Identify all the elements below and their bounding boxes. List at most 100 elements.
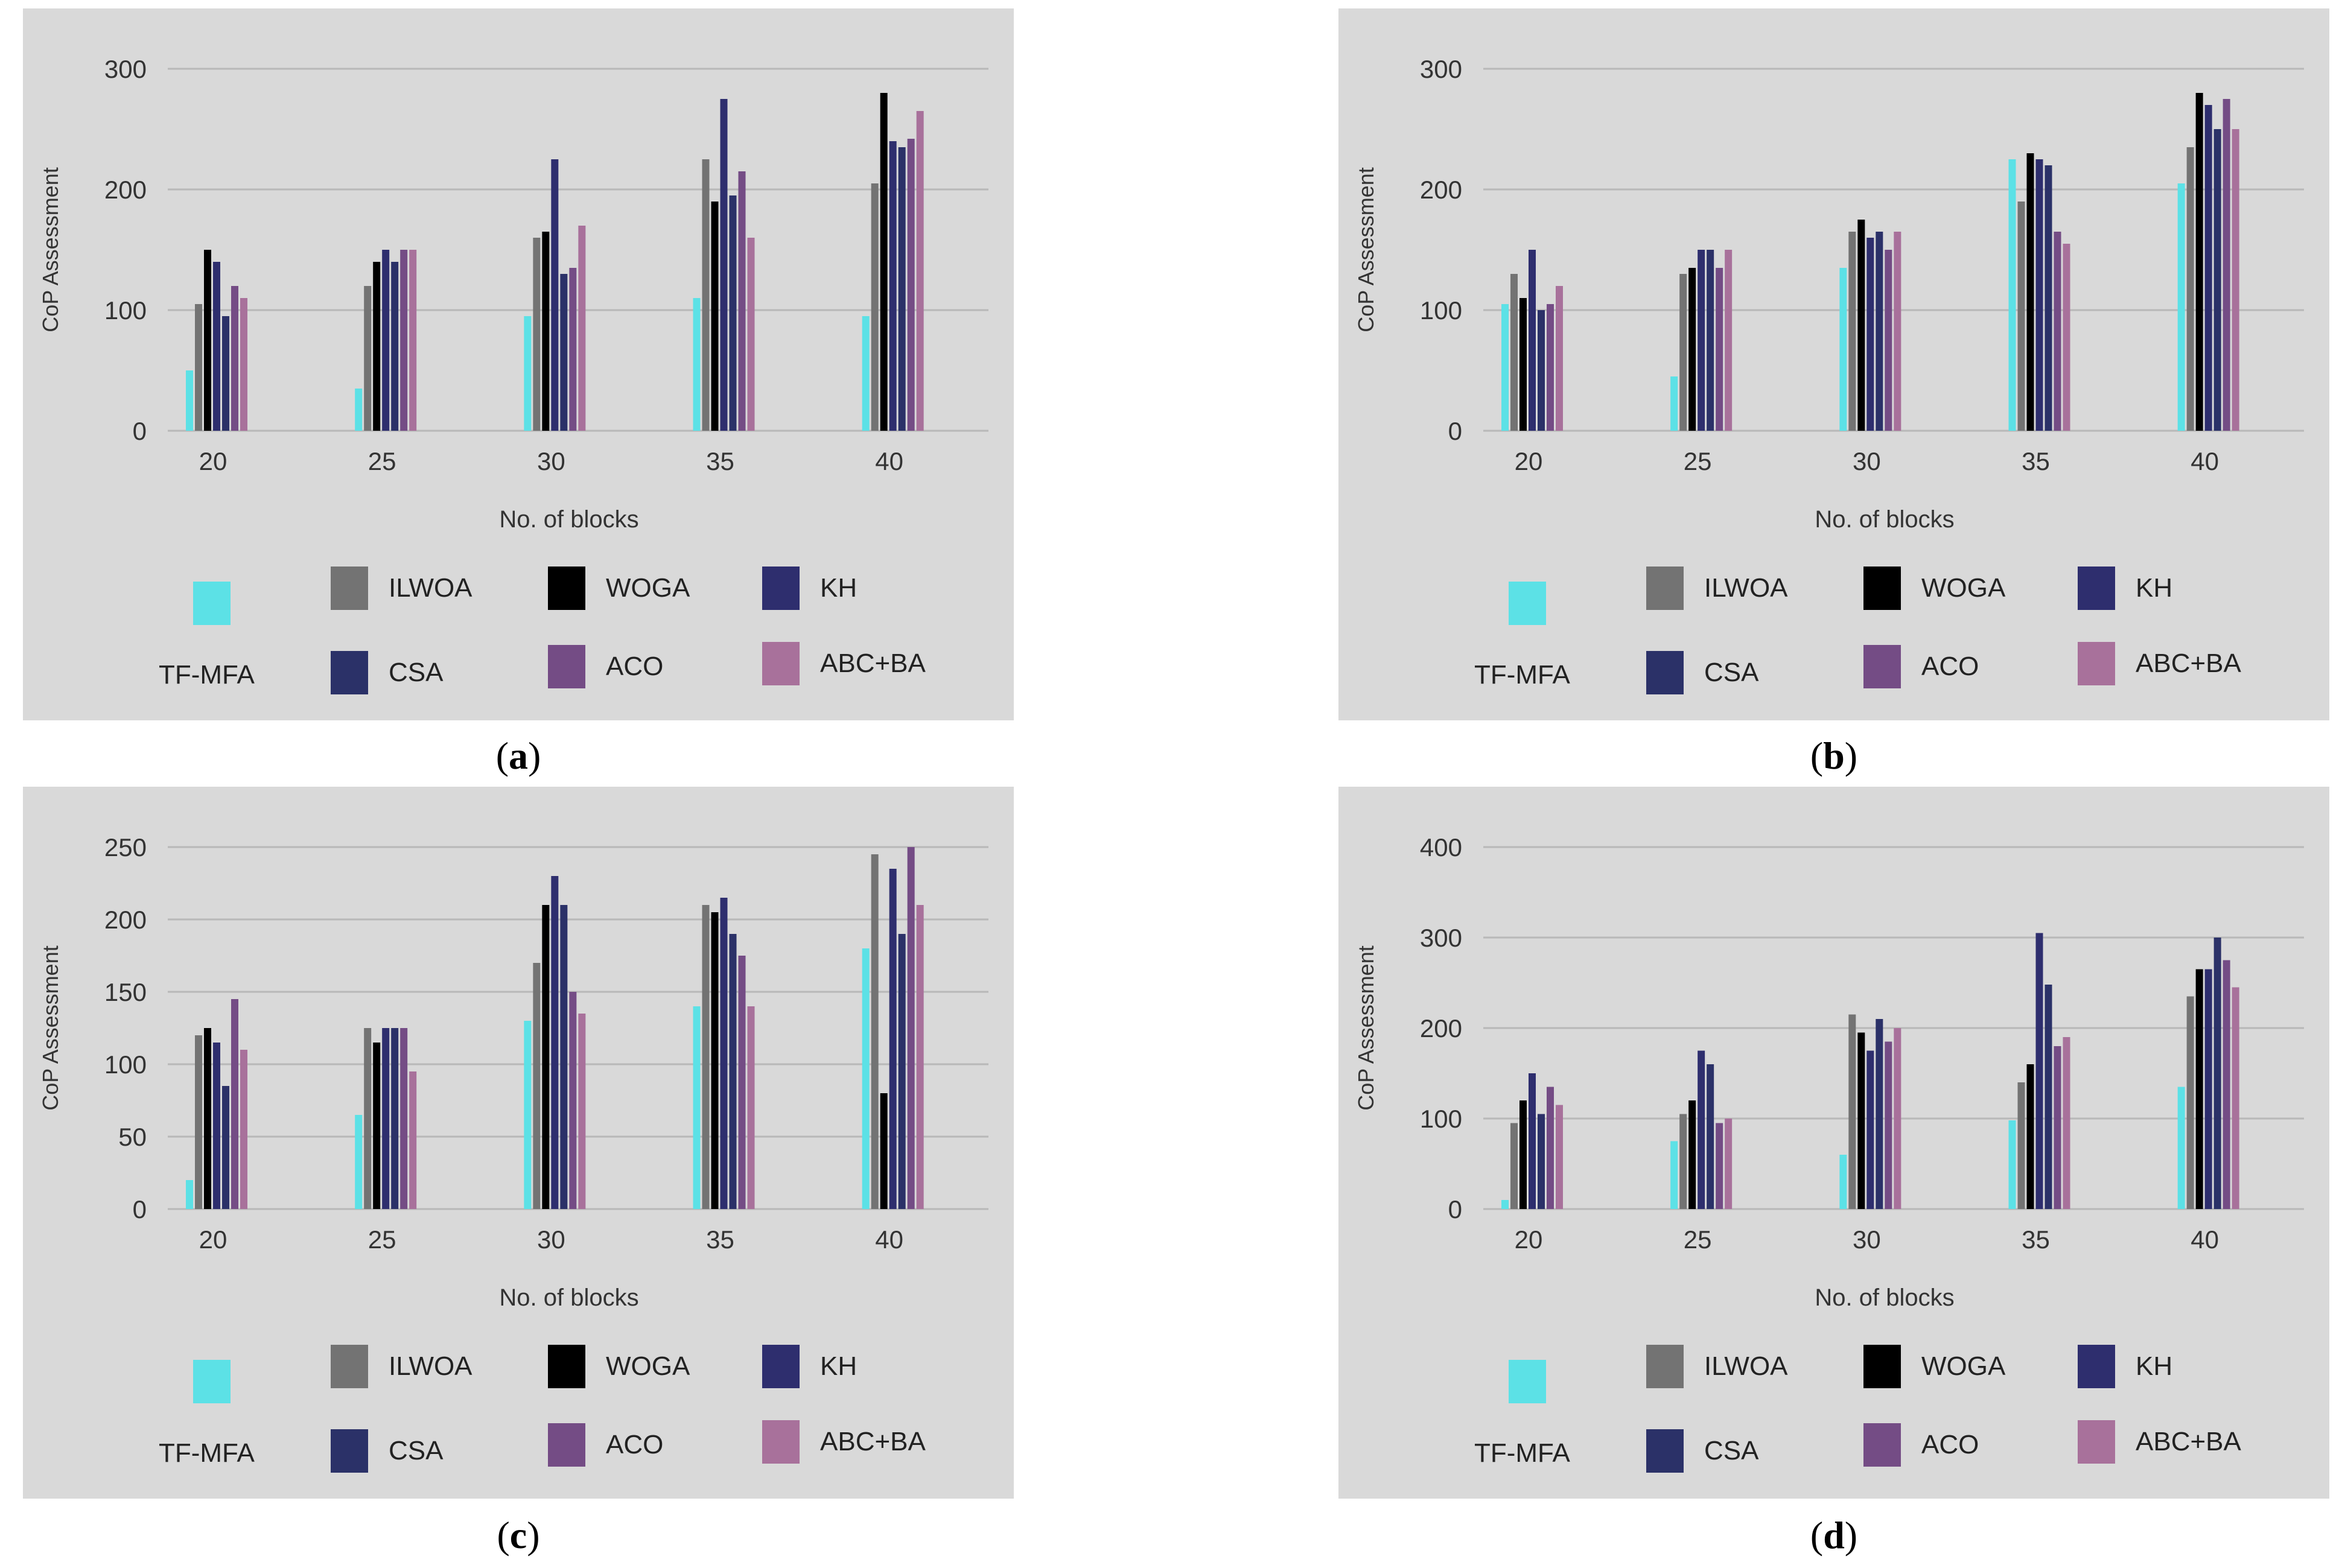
bar-kh-40 [2204,969,2212,1209]
bar-kh-35 [2035,933,2043,1209]
bar-csa-40 [2213,938,2221,1209]
legend-item-csa: CSA [1646,1429,1758,1473]
bar-aco-35 [2054,1046,2061,1209]
y-tick-label: 50 [118,1123,147,1151]
legend-item-ilwoa: ILWOA [331,567,473,610]
bar-aco-25 [1716,268,1723,431]
bar-tf-mfa-25 [1670,376,1678,431]
bar-csa-30 [1876,232,1883,431]
bar-abc-ba-35 [2063,244,2070,431]
bar-ilwoa-25 [364,286,372,431]
legend-swatch-aco [548,1423,585,1467]
bar-woga-20 [1519,298,1527,431]
bar-chart-d: 0 100 200 300 400 20 25 30 35 40 No. of blocks CoP … [1354,833,2304,1311]
bar-aco-40 [907,847,915,1209]
x-tick-label: 30 [1853,1225,1881,1254]
bar-tf-mfa-35 [693,298,701,431]
y-tick-label: 200 [1420,176,1462,204]
bar-ilwoa-35 [702,159,710,431]
bar-csa-20 [222,1086,229,1209]
legend-item-kh: KH [2078,1345,2172,1388]
bar-abc-ba-30 [1894,1028,1901,1209]
bar-woga-25 [1688,1100,1696,1209]
bar-ilwoa-20 [1510,1123,1518,1209]
y-tick-label: 250 [104,833,147,862]
bar-ilwoa-40 [2186,996,2194,1209]
bar-kh-40 [2204,105,2212,431]
legend-swatch-abc-ba [762,1420,800,1464]
legend-label-kh: KH [820,573,858,603]
bar-aco-20 [231,999,238,1209]
bar-woga-40 [880,1093,888,1209]
bar-csa-35 [729,934,737,1209]
caption-d: (d) [1810,1514,1858,1557]
bar-csa-35 [729,195,737,431]
y-axis-label: CoP Assessment [1354,167,1378,332]
legend-label-ilwoa: ILWOA [1704,1351,1788,1381]
bar-kh-20 [213,1043,220,1209]
bar-kh-40 [889,141,897,431]
bar-kh-40 [889,869,897,1209]
bar-tf-mfa-40 [862,316,870,431]
bar-csa-30 [1876,1019,1883,1209]
bar-tf-mfa-20 [1501,1200,1509,1209]
legend-swatch-aco [548,645,585,688]
legend-swatch-tf-mfa [1509,582,1546,625]
bar-abc-ba-25 [409,1071,417,1209]
bar-ilwoa-30 [533,963,541,1209]
legend-swatch-tf-mfa [1509,1360,1546,1403]
bar-tf-mfa-25 [355,1115,363,1209]
bar-abc-ba-40 [916,905,924,1209]
bar-tf-mfa-35 [2008,159,2016,431]
legend-item-woga: WOGA [548,1345,690,1388]
bar-kh-30 [551,876,559,1209]
bar-ilwoa-20 [195,304,202,431]
bar-csa-25 [1707,250,1714,431]
bar-tf-mfa-40 [2177,1087,2185,1209]
legend-swatch-aco [1863,645,1901,688]
bar-abc-ba-40 [2232,987,2239,1209]
bar-csa-25 [391,262,399,431]
legend-label-ilwoa: ILWOA [1704,573,1788,603]
bar-woga-40 [880,93,888,431]
x-tick-label: 20 [199,1225,228,1254]
y-tick-label: 200 [104,906,147,934]
legend-label-ilwoa: ILWOA [389,1351,473,1381]
legend-swatch-kh [762,567,800,610]
bar-ilwoa-35 [2017,202,2025,431]
legend-swatch-csa [331,1429,368,1473]
chart-panel-b: 0 100 200 300 20 25 30 35 40 No. of blocks CoP Ass… [1338,8,2329,720]
bar-kh-25 [382,1028,390,1209]
bar-woga-35 [2026,153,2034,431]
bar-ilwoa-25 [1679,274,1687,431]
legend-item-woga: WOGA [1863,1345,2005,1388]
bar-aco-30 [569,992,577,1209]
legend-label-tf-mfa: TF-MFA [1474,660,1570,690]
legend-label-kh: KH [2136,573,2173,603]
bar-tf-mfa-20 [186,370,193,431]
x-tick-label: 30 [1853,447,1881,475]
legend-item-aco: ACO [1863,1423,1979,1467]
legend-label-csa: CSA [389,1436,444,1465]
x-tick-label: 40 [2191,447,2219,475]
bar-woga-25 [1688,268,1696,431]
bar-tf-mfa-25 [355,389,363,431]
bar-aco-30 [569,268,577,431]
y-tick-label: 150 [104,978,147,1006]
bar-kh-30 [1866,238,1874,431]
y-tick-label: 400 [1420,833,1462,862]
legend-label-abc-ba: ABC+BA [2136,1427,2241,1456]
bar-woga-25 [373,1043,381,1209]
legend-swatch-ilwoa [1646,1345,1684,1388]
x-tick-label: 35 [2022,447,2050,475]
bar-aco-30 [1885,250,1892,431]
bar-abc-ba-35 [747,1006,755,1209]
bar-abc-ba-30 [1894,232,1901,431]
bar-abc-ba-40 [2232,129,2239,431]
x-tick-label: 25 [1684,447,1712,475]
bar-tf-mfa-30 [524,316,532,431]
bar-csa-35 [2044,985,2052,1209]
y-tick-label: 100 [104,296,147,325]
legend-label-abc-ba: ABC+BA [820,649,926,678]
bar-abc-ba-20 [240,298,247,431]
